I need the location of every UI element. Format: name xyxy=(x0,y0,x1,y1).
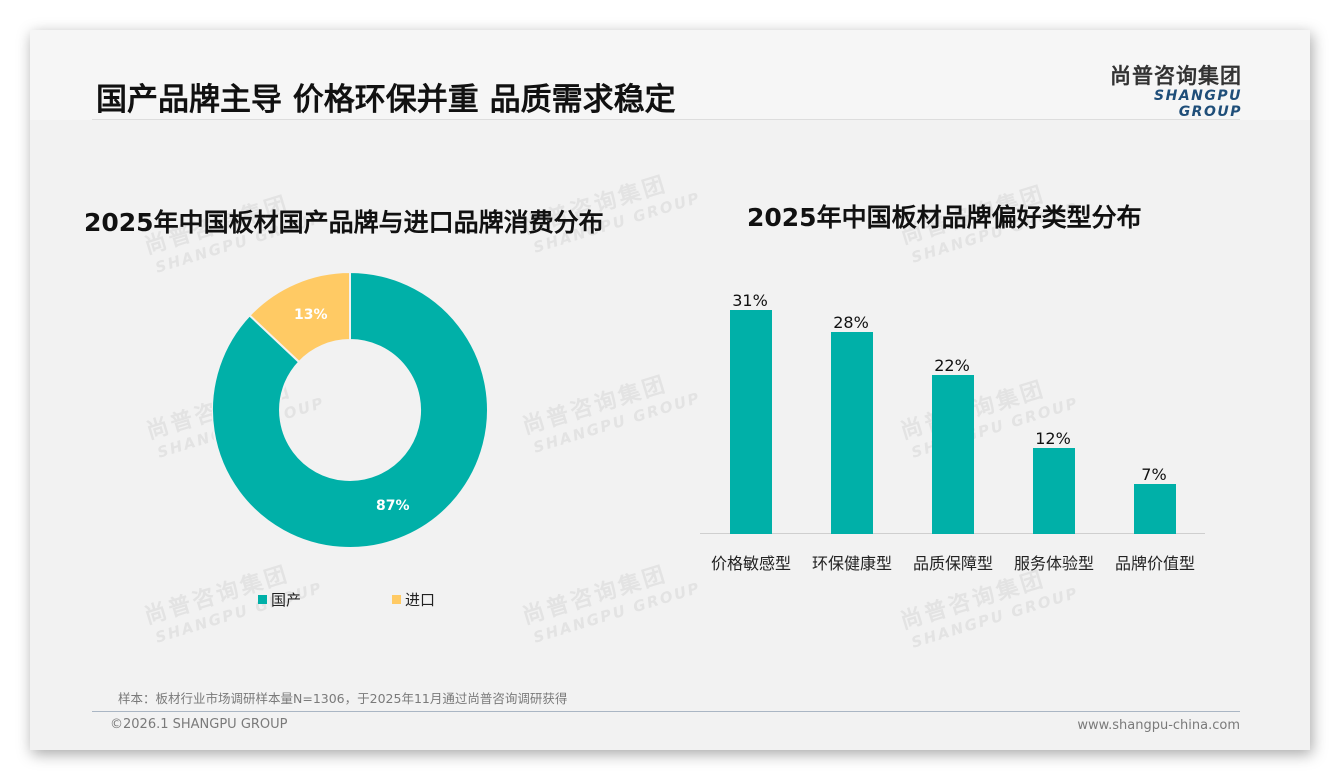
copyright: ©2026.1 SHANGPU GROUP xyxy=(110,717,288,732)
bar-brand-value xyxy=(1134,484,1176,534)
bar-category-label: 环保健康型 xyxy=(811,554,892,573)
company-logo: 尚普咨询集团 SHANGPU GROUP xyxy=(1086,64,1242,120)
legend-label: 国产 xyxy=(271,591,302,609)
sample-note: 样本：板材行业市场调研样本量N=1306，于2025年11月通过尚普咨询调研获得 xyxy=(118,691,568,706)
donut-label-domestic: 87% xyxy=(376,498,410,514)
bar-quality-assurance xyxy=(932,375,974,534)
donut-svg xyxy=(210,270,489,549)
website-link[interactable]: www.shangpu-china.com xyxy=(1077,718,1240,733)
bar-category-label: 品牌价值型 xyxy=(1114,554,1195,573)
page-title: 国产品牌主导 价格环保并重 品质需求稳定 xyxy=(96,82,676,118)
bar-eco-health xyxy=(831,332,873,534)
donut-chart: 13% 87% xyxy=(210,270,489,549)
bar-service-experience xyxy=(1033,448,1075,534)
header-divider xyxy=(92,119,1240,120)
logo-en: SHANGPU GROUP xyxy=(1154,88,1242,120)
bar-value-label: 7% xyxy=(1141,465,1167,484)
legend-swatch-yellow xyxy=(392,595,401,604)
bar-category-label: 价格敏感型 xyxy=(710,554,791,573)
footer-divider xyxy=(92,711,1240,712)
header-band xyxy=(30,30,1310,120)
bar-category-label: 服务体验型 xyxy=(1013,554,1094,573)
slide: 国产品牌主导 价格环保并重 品质需求稳定 尚普咨询集团 SHANGPU GROU… xyxy=(30,30,1310,750)
legend-swatch-teal xyxy=(258,595,267,604)
bar-value-label: 31% xyxy=(732,291,768,310)
donut-label-import: 13% xyxy=(294,307,328,323)
bar-chart: 31% 价格敏感型 28% 环保健康型 22% 品质保障型 12% 服务体验型 … xyxy=(700,280,1210,580)
logo-cn: 尚普咨询集团 xyxy=(1110,64,1242,88)
bar-price-sensitive xyxy=(730,310,772,534)
legend-label: 进口 xyxy=(405,591,436,609)
donut-slice-domestic xyxy=(210,270,489,549)
bar-chart-title: 2025年中国板材品牌偏好类型分布 xyxy=(747,203,1142,232)
bar-value-label: 28% xyxy=(833,313,869,332)
bar-value-label: 12% xyxy=(1035,429,1071,448)
donut-slice-import xyxy=(248,270,351,364)
bar-value-label: 22% xyxy=(934,356,970,375)
legend-item-import: 进口 xyxy=(392,589,435,610)
legend-item-domestic: 国产 xyxy=(258,589,301,610)
bar-category-label: 品质保障型 xyxy=(912,554,993,573)
donut-chart-title: 2025年中国板材国产品牌与进口品牌消费分布 xyxy=(84,208,604,237)
